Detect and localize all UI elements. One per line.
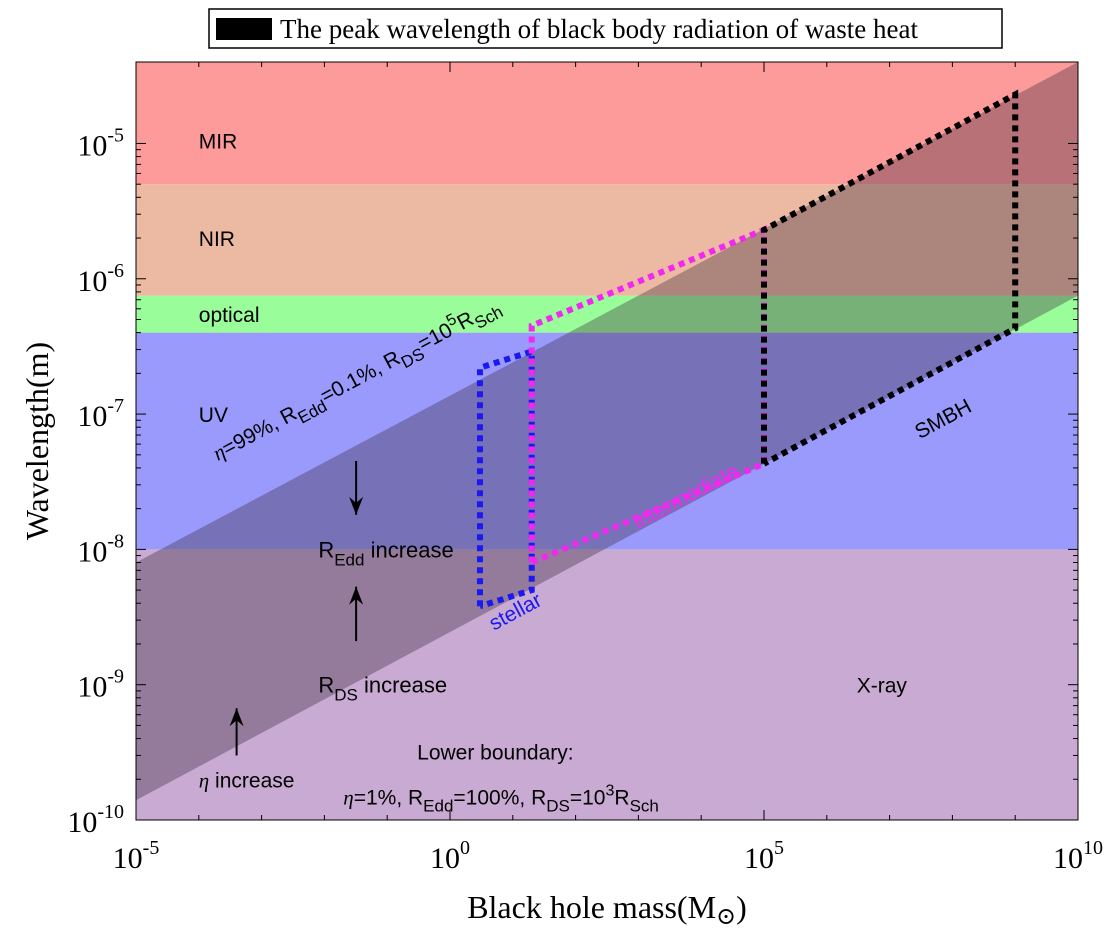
rds-sub: DS [334, 686, 358, 705]
y-tick-label: 10-9 [77, 666, 124, 704]
band-label-optical: optical [199, 304, 260, 327]
ann-lower-p4: R [614, 787, 629, 810]
series-smbh [761, 89, 1019, 467]
x-axis-label: Black hole mass(M⊙) [467, 889, 747, 930]
ann-lower-sub2: DS [546, 797, 570, 816]
y-tick-exp: -8 [107, 530, 124, 552]
redd-arrow-head [349, 496, 364, 515]
x-axis-label-symbol: ⊙ [716, 904, 736, 930]
y-tick-label: 10-8 [77, 530, 124, 568]
ann-lower-eta: η [343, 786, 353, 810]
redd-increase-label: REdd increase [318, 537, 453, 569]
y-tick-label: 10-7 [77, 395, 124, 433]
plot-area [136, 62, 1078, 820]
y-tick-base: 10 [77, 129, 107, 162]
band-optical [136, 295, 1078, 333]
band-uv [136, 332, 1078, 550]
eta-rest: increase [209, 769, 294, 792]
legend-box [208, 8, 1003, 49]
ann-lower-sup: 3 [605, 783, 614, 800]
eta-increase-label: η increase [199, 768, 295, 792]
x-tick-label: 10-5 [113, 837, 160, 875]
ann-lower-sub1: Edd [423, 797, 453, 816]
y-tick-label: 10-6 [77, 260, 124, 298]
band-nir [136, 184, 1078, 296]
axis-ticks [135, 62, 1079, 821]
legend-swatch [216, 18, 272, 40]
redd-rest: increase [364, 537, 453, 562]
x-tick-base: 10 [430, 842, 460, 875]
y-tick-base: 10 [67, 806, 97, 839]
lower-boundary-title: Lower boundary: [417, 741, 573, 764]
y-tick-exp: -9 [107, 666, 124, 688]
eta-arrow-head [229, 708, 244, 727]
ann-lower-p1: =1%, R [354, 787, 423, 810]
x-tick-base: 10 [1053, 842, 1083, 875]
band-label-x-ray: X-ray [857, 675, 908, 698]
lower-boundary-annotation: η=1%, REdd=100%, RDS=103RSch [343, 783, 659, 816]
band-label-uv: UV [199, 404, 228, 427]
x-tick-exp: -5 [143, 837, 160, 859]
x-tick-label: 1010 [1053, 837, 1103, 875]
y-tick-exp: -6 [107, 260, 124, 282]
legend-label: The peak wavelength of black body radiat… [280, 14, 919, 44]
x-tick-label: 100 [430, 837, 470, 875]
rds-rest: increase [358, 673, 447, 698]
x-tick-base: 10 [113, 842, 143, 875]
y-axis-label: Wavelength(m) [19, 342, 55, 540]
y-tick-base: 10 [77, 671, 107, 704]
ann-lower-p3: =10 [570, 787, 606, 810]
band-x-ray [136, 549, 1078, 820]
y-tick-base: 10 [77, 535, 107, 568]
plot-frame [135, 61, 1079, 821]
series-stellar [476, 347, 535, 610]
y-tick-exp: -10 [97, 801, 124, 823]
feasible-region [136, 62, 1078, 801]
band-label-mir: MIR [199, 131, 238, 154]
legend: The peak wavelength of black body radiat… [208, 8, 1003, 49]
x-axis-label-text: Black hole mass(M [467, 889, 716, 925]
y-tick-label: 10-5 [77, 124, 124, 162]
ann-lower-sub3: Sch [630, 797, 659, 816]
y-tick-exp: -7 [107, 395, 124, 417]
y-tick-exp: -5 [107, 124, 124, 146]
rds-r: R [318, 673, 334, 698]
rds-increase-label: RDS increase [318, 673, 447, 705]
x-tick-exp: 5 [774, 837, 784, 859]
x-tick-label: 105 [744, 837, 784, 875]
redd-r: R [318, 537, 334, 562]
band-label-nir: NIR [199, 228, 235, 251]
y-tick-label: 10-10 [67, 801, 124, 839]
y-tick-base: 10 [77, 265, 107, 298]
eta-symbol: η [199, 768, 209, 792]
y-tick-base: 10 [77, 400, 107, 433]
rds-arrow-head [349, 586, 364, 605]
band-mir [136, 62, 1078, 185]
redd-sub: Edd [334, 550, 364, 569]
x-tick-exp: 0 [460, 837, 470, 859]
ann-lower-p2: =100%, R [453, 787, 546, 810]
x-tick-exp: 10 [1083, 837, 1103, 859]
x-tick-base: 10 [744, 842, 774, 875]
x-axis-label-close: ) [736, 889, 747, 925]
